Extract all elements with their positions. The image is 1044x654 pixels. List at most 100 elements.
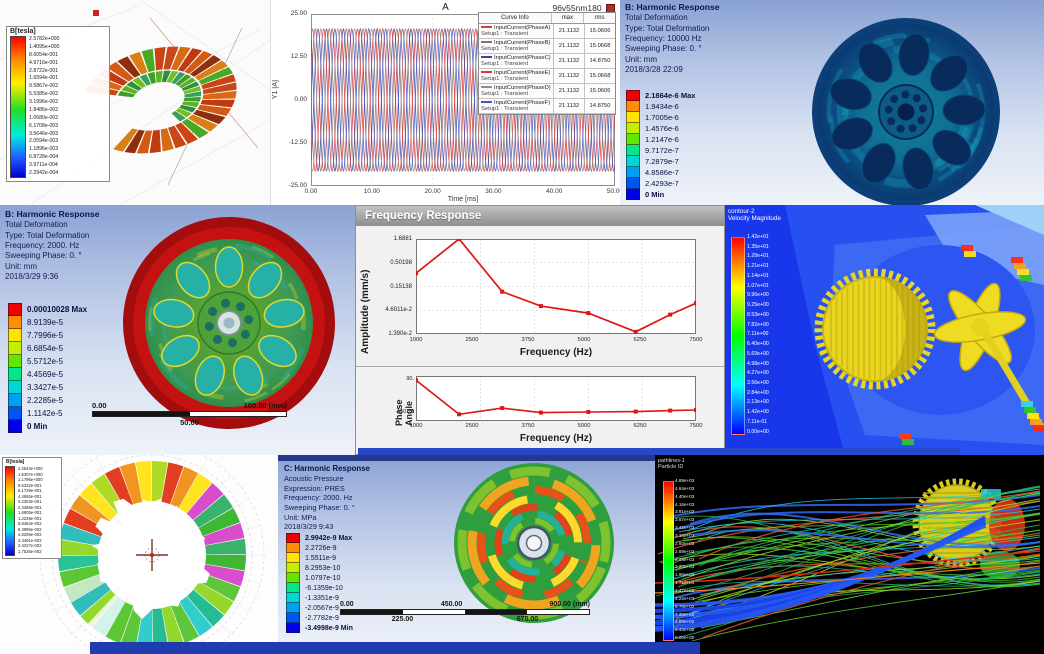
legend-value: 1.21e+01 <box>747 263 769 270</box>
legend-value: 5.5712e-5 <box>27 357 64 366</box>
legend-row: -2.7782e-9 <box>286 613 353 623</box>
frequency-axis-label: Frequency (Hz) <box>519 347 593 358</box>
legend-value: 3.42e+03 <box>675 525 695 531</box>
analysis-lines: Total Deformation Type: Total Deformation… <box>5 220 100 282</box>
legend-value: 7.82e+00 <box>747 321 769 328</box>
x-tick: 1000 <box>409 337 423 343</box>
ruler-bar <box>340 609 590 615</box>
legend-swatch <box>286 573 300 583</box>
legend-value: 3.5646e-003 <box>29 130 59 137</box>
legend-value: 9.96e+00 <box>747 292 769 299</box>
legend-row: 1.5511e-9 <box>286 553 353 563</box>
legend-value: -6.1359e-10 <box>305 584 343 592</box>
legend-value: -2.0567e-9 <box>305 604 339 612</box>
legend-value: 2.69e+03 <box>675 548 695 554</box>
flux-legend-title: B[tesla] <box>6 459 25 465</box>
legend-value: 8.6054e-001 <box>29 51 59 58</box>
legend-value: 1.7526e-002 <box>18 548 42 554</box>
y-tick: 25.00 <box>290 10 307 17</box>
legend-value: 1.1796e+000 <box>18 477 43 483</box>
legend-value: 7.7996e-5 <box>27 331 64 340</box>
legend-value: 0.00e+00 <box>747 428 769 435</box>
legend-value: 1.2229e-001 <box>18 515 42 521</box>
legend-value: 1.1142e-5 <box>27 409 63 418</box>
contour-name: contour-2 <box>728 208 755 215</box>
curve-color-sample <box>481 56 492 59</box>
legend-value: 1.71e+03 <box>675 580 695 586</box>
y-axis-ticks: 25.00 12.50 0.00 -12.50 -25.00 <box>277 10 307 189</box>
legend-row: 1.1142e-5 <box>8 407 87 420</box>
legend-swatch <box>8 303 22 316</box>
curve-color-sample <box>481 86 492 89</box>
x-axis-label: Time [ms] <box>447 196 479 203</box>
legend-value: 1.42e+00 <box>747 409 769 416</box>
pathlines-scene <box>655 478 1041 642</box>
amplitude-plot[interactable] <box>416 239 696 334</box>
curve-name: InputCurrent(PhaseD) <box>494 85 551 91</box>
flux-legend: B[tesla] 2.5782e+000 1.4095e+000 8.6054e-0… <box>6 26 110 182</box>
legend-value: 3.3491e-002 <box>18 537 42 543</box>
legend-row: -3.4998e-9 Min <box>286 623 353 633</box>
analysis-lines: Total Deformation Type: Total Deformation… <box>625 13 720 75</box>
legend-row: 8.2953e-10 <box>286 563 353 573</box>
legend-value: 2.3368e-001 <box>18 504 42 510</box>
analysis-line: Unit: mm <box>625 54 657 64</box>
panel-cfd-velocity-contour: contour-2 Velocity Magnitude 1.42e+01 1.3… <box>725 205 1044 455</box>
legend-row: -1.3351e-9 <box>286 593 353 603</box>
legend-swatch <box>626 145 640 156</box>
header-curve-info: Curve Info <box>501 15 529 21</box>
legend-value: 2.9942e-9 Max <box>305 534 353 542</box>
legend-swatch <box>626 101 640 112</box>
window-titlebar[interactable]: Frequency Response <box>356 206 724 226</box>
flux-legend: B[tesla] 2.2543e+000 1.6307e+000 1.1796e+0… <box>2 457 62 559</box>
legend-value: 2.93e+03 <box>675 540 695 546</box>
x-tick: 30.00 <box>485 188 502 195</box>
legend-value: 4.8586e-7 <box>645 168 679 177</box>
legend-swatch <box>8 381 22 394</box>
legend-value: 1.0797e-10 <box>305 574 341 582</box>
x-tick: 40.00 <box>546 188 563 195</box>
analysis-line: Frequency: 10000 Hz <box>625 33 702 43</box>
phase-tick-top: 90. <box>406 376 414 382</box>
analysis-info: B: Harmonic Response Total Deformation Ty… <box>5 209 100 283</box>
legend-value: 0 Min <box>27 422 48 431</box>
curve-color-sample <box>481 41 492 44</box>
legend-value: 2.20e+03 <box>675 564 695 570</box>
curve-name: InputCurrent(PhaseF) <box>494 100 551 106</box>
legend-value: 6.3996e-002 <box>18 526 42 532</box>
legend-row: 8.9139e-5 <box>8 316 87 329</box>
legend-value: 3.67e+03 <box>675 517 695 523</box>
legend-swatch <box>8 342 22 355</box>
pressure-legend: 2.9942e-9 Max 2.2726e-9 1.5511e-9 8.2953e-1… <box>286 533 353 633</box>
y-tick: 1.390e-2 <box>388 331 412 337</box>
legend-row: 9.7172e-7 <box>626 145 695 156</box>
deformation-legend: 2.1864e-6 Max 1.9434e-6 1.7005e-6 1.4576e-6… <box>626 90 695 200</box>
legend-row: 3.3427e-5 <box>8 381 87 394</box>
analysis-info: C: Harmonic Response Acoustic Pressure Ex… <box>284 464 370 532</box>
y-tick: -25.00 <box>288 182 307 189</box>
legend-value: 9.7172e-7 <box>645 146 679 155</box>
phase-plot[interactable] <box>416 376 696 421</box>
legend-value: 6.1729e-001 <box>18 488 42 494</box>
legend-value: 3.56e+00 <box>747 380 769 387</box>
curve-color-sample <box>481 101 492 104</box>
ruler-min: 0.00 <box>92 401 107 410</box>
legend-row: 1.4576e-6 <box>626 123 695 134</box>
legend-value: 9.78e+02 <box>675 603 695 609</box>
deformation-wheel-model <box>123 217 335 429</box>
legend-swatch <box>626 178 640 189</box>
legend-row: 2.1864e-6 Max <box>626 90 695 101</box>
ruler-q1: 225.00 <box>391 616 414 623</box>
legend-value: 1.0680e-002 <box>29 114 59 121</box>
x-tick: 0.00 <box>304 188 318 195</box>
legend-value: 8.8464e-002 <box>18 521 42 527</box>
amplitude-y-ticks: 1.6881 0.50198 0.15138 4.6011e-2 1.390e-2 <box>376 236 412 337</box>
legend-value: 3.18e+03 <box>675 533 695 539</box>
legend-row: -2.0567e-9 <box>286 603 353 613</box>
legend-value: 2.2285e-5 <box>27 396 64 405</box>
analysis-title: B: Harmonic Response <box>5 209 100 219</box>
legend-value: 9.25e+00 <box>747 302 769 309</box>
analysis-line: Frequency: 2000. Hz <box>5 240 80 250</box>
legend-row: 4.4569e-5 <box>8 368 87 381</box>
legend-value: 1.7005e-6 <box>645 113 679 122</box>
